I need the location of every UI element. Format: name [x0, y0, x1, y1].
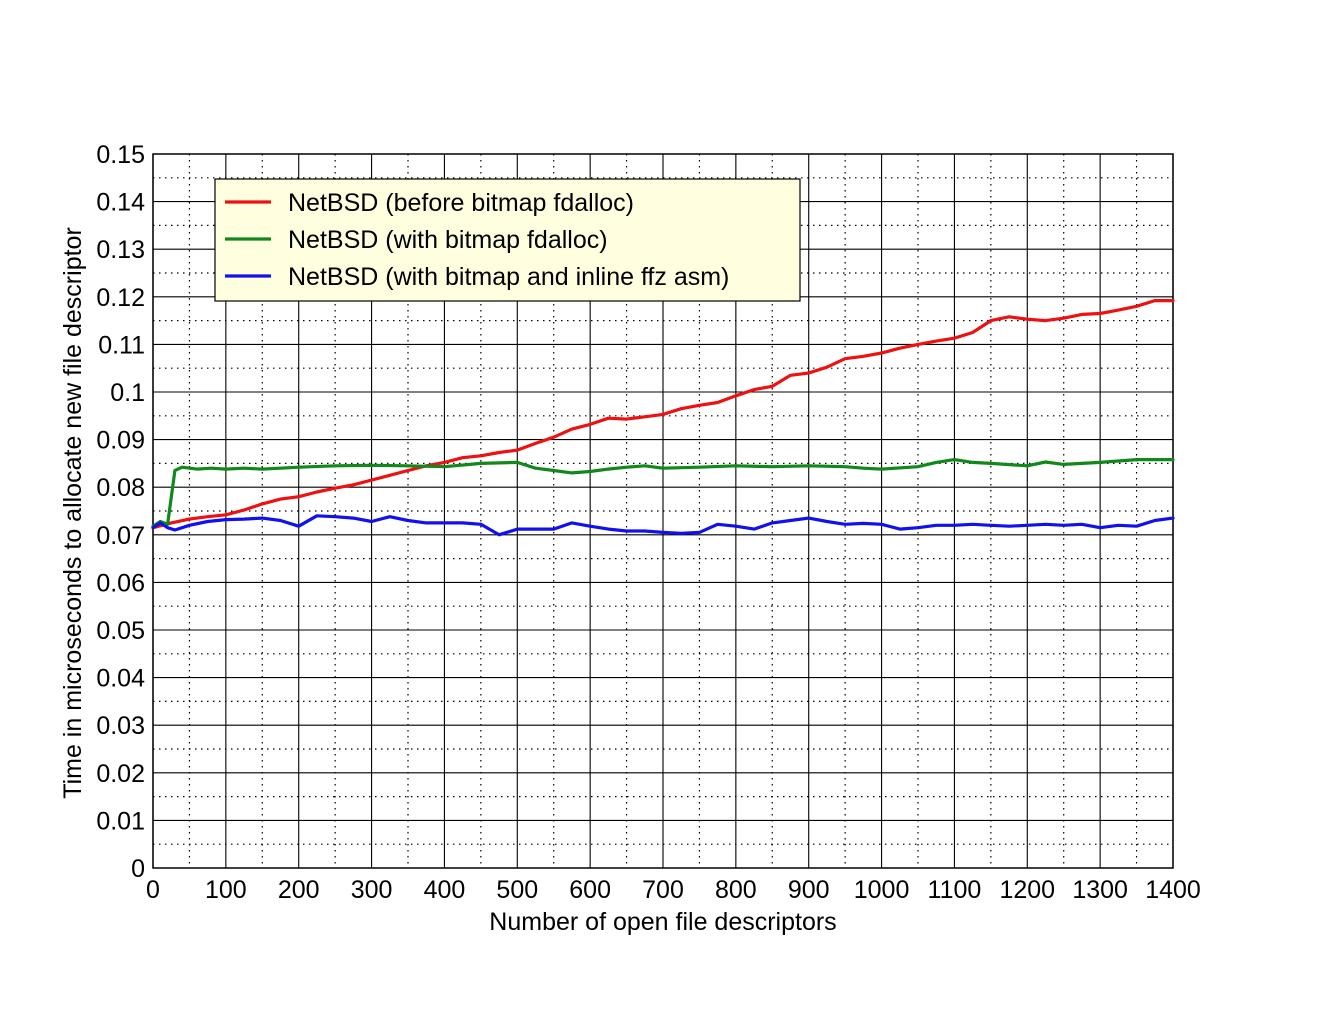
x-tick-label: 400 — [424, 876, 466, 904]
y-tick-label: 0.08 — [96, 474, 145, 502]
y-tick-label: 0.13 — [96, 236, 145, 264]
y-tick-label: 0 — [131, 855, 145, 883]
legend-box — [214, 178, 801, 302]
x-tick-label: 200 — [278, 876, 320, 904]
y-tick-label: 0.1 — [110, 379, 145, 407]
x-axis-title: Number of open file descriptors — [489, 908, 836, 936]
y-tick-label: 0.14 — [96, 189, 145, 217]
x-tick-label: 800 — [715, 876, 757, 904]
x-tick-label: 500 — [496, 876, 538, 904]
x-axis-ticks: 0 100 200 300 400 500 600 700 800 900 1000 1100 1200… — [146, 876, 1201, 904]
x-tick-label: 700 — [642, 876, 684, 904]
y-tick-label: 0.05 — [96, 617, 145, 645]
series-line-1 — [151, 299, 1175, 530]
x-tick-label: 300 — [351, 876, 393, 904]
series-line-2 — [151, 458, 1175, 528]
y-tick-label: 0.04 — [96, 665, 145, 693]
x-tick-label: 1100 — [928, 876, 982, 904]
x-tick-label: 1000 — [854, 876, 910, 904]
y-tick-label: 0.03 — [96, 712, 145, 740]
y-tick-label: 0.07 — [96, 522, 145, 550]
x-tick-label: 600 — [569, 876, 611, 904]
legend-label-3: NetBSD (with bitmap and inline ffz asm) — [288, 263, 729, 291]
y-tick-label: 0.02 — [96, 760, 145, 788]
legend-label-2: NetBSD (with bitmap fdalloc) — [288, 226, 608, 254]
x-tick-label: 1200 — [999, 876, 1055, 904]
legend-label-1: NetBSD (before bitmap fdalloc) — [288, 189, 634, 217]
y-axis-title: Time in microseconds to allocate new fil… — [59, 227, 87, 799]
series-layer — [151, 299, 1175, 537]
x-tick-label: 0 — [146, 876, 160, 904]
y-tick-label: 0.11 — [98, 331, 145, 359]
x-tick-label: 900 — [788, 876, 830, 904]
y-tick-label: 0.12 — [96, 284, 145, 312]
x-tick-label: 1400 — [1145, 876, 1201, 904]
legend: NetBSD (before bitmap fdalloc) NetBSD (wi… — [214, 178, 801, 302]
y-tick-label: 0.15 — [96, 141, 145, 169]
y-tick-label: 0.09 — [96, 427, 145, 455]
y-axis-ticks: 0 0.01 0.02 0.03 0.04 0.05 0.06 0.07 0.08 0.09 0.1… — [96, 141, 145, 883]
x-tick-label: 100 — [205, 876, 247, 904]
series-line-3 — [151, 514, 1175, 537]
x-tick-label: 1300 — [1072, 876, 1128, 904]
y-tick-label: 0.01 — [96, 807, 145, 835]
plot-frame — [152, 153, 1174, 869]
y-tick-label: 0.06 — [96, 569, 145, 597]
